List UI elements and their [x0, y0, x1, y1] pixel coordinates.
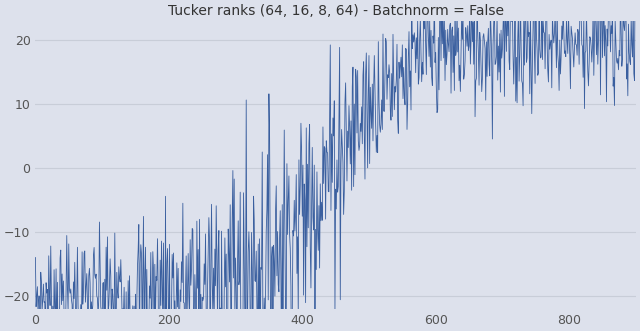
Title: Tucker ranks (64, 16, 8, 64) - Batchnorm = False: Tucker ranks (64, 16, 8, 64) - Batchnorm… — [168, 4, 504, 18]
